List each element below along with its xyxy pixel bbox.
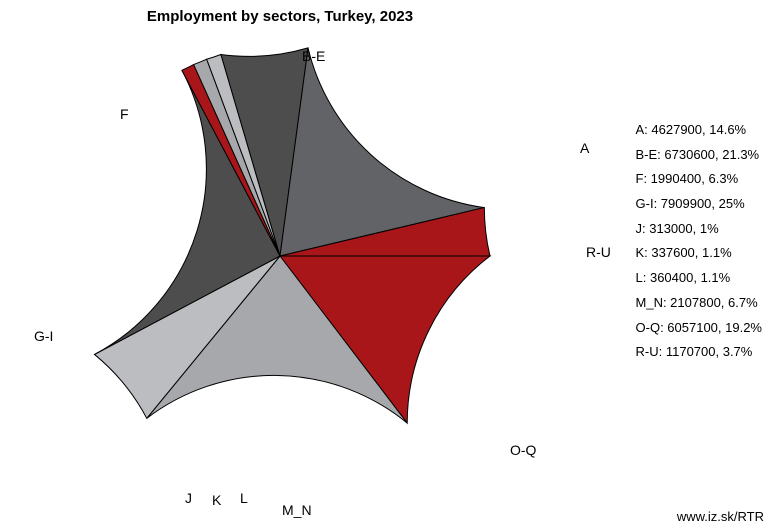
legend-row: M_N: 2107800, 6.7% (636, 291, 762, 316)
source-link[interactable]: www.iz.sk/RTR (677, 509, 764, 524)
chart-title: Employment by sectors, Turkey, 2023 (0, 8, 560, 25)
chart-container: Employment by sectors, Turkey, 2023 A: 4… (0, 0, 782, 532)
slice-label-ru: R-U (586, 244, 611, 260)
slice-label-l: L (240, 490, 248, 506)
slice-label-mn: M_N (282, 502, 312, 518)
pie-chart (40, 36, 520, 481)
legend-row: R-U: 1170700, 3.7% (636, 340, 762, 365)
legend-row: O-Q: 6057100, 19.2% (636, 316, 762, 341)
slice-label-a: A (580, 140, 589, 156)
slice-label-k: K (212, 492, 221, 508)
slice-label-j: J (185, 490, 192, 506)
legend-row: B-E: 6730600, 21.3% (636, 143, 762, 168)
legend-row: K: 337600, 1.1% (636, 241, 762, 266)
legend-row: J: 313000, 1% (636, 217, 762, 242)
slice-label-be: B-E (302, 48, 325, 64)
legend-row: G-I: 7909900, 25% (636, 192, 762, 217)
legend-row: L: 360400, 1.1% (636, 266, 762, 291)
slice-label-oq: O-Q (510, 442, 536, 458)
slice-label-gi: G-I (34, 328, 53, 344)
legend: A: 4627900, 14.6%B-E: 6730600, 21.3%F: 1… (636, 118, 762, 365)
slice-label-f: F (120, 106, 129, 122)
legend-row: F: 1990400, 6.3% (636, 167, 762, 192)
legend-row: A: 4627900, 14.6% (636, 118, 762, 143)
